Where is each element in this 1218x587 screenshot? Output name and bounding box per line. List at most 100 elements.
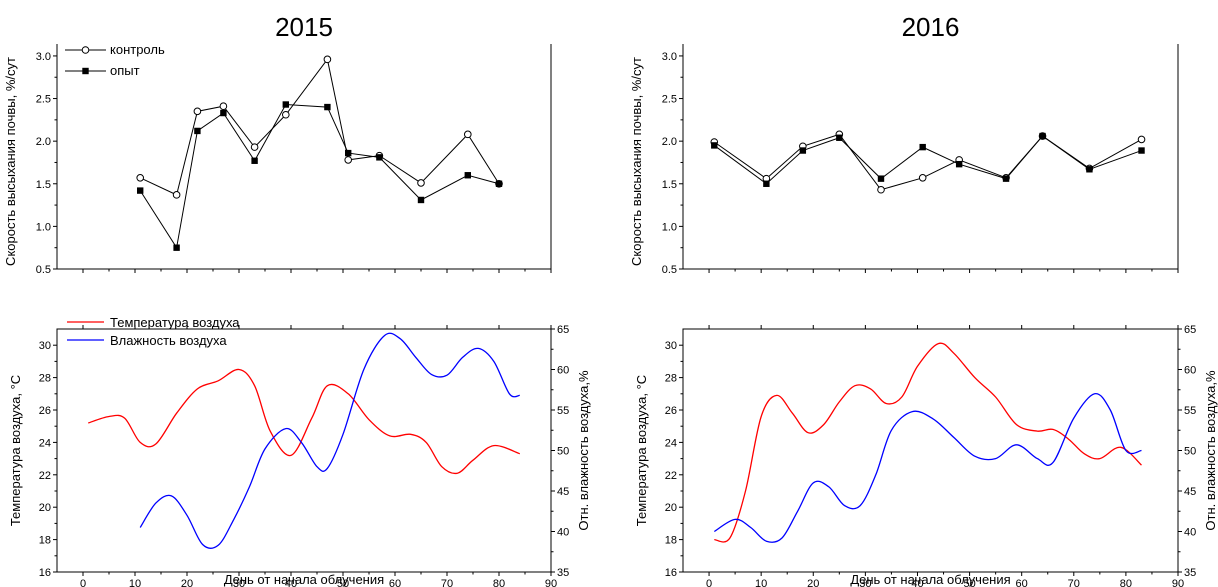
x-tick-label: 50 [337, 578, 349, 587]
legend-label-temperature: Температура воздуха [110, 315, 240, 330]
y-tick-label: 16 [665, 567, 677, 579]
y2-tick-label: 35 [557, 567, 569, 579]
series-line-control [713, 133, 1142, 191]
x-tick-label: 70 [441, 578, 453, 587]
humidity-line [713, 393, 1142, 543]
x-tick-label: 40 [285, 578, 297, 587]
x-tick-label: 0 [706, 578, 712, 587]
y2-tick-label: 50 [1184, 446, 1196, 458]
y-tick-label: 30 [39, 340, 51, 352]
y-tick-label: 1.5 [36, 179, 51, 191]
y-tick-label: 30 [665, 340, 677, 352]
y-tick-label: 24 [665, 437, 677, 449]
y2-tick-label: 55 [1184, 405, 1196, 417]
y2-tick-label: 45 [557, 486, 569, 498]
legend-marker-experiment [82, 67, 89, 75]
y2-axis-label: Отн. влажность воздуха,% [576, 370, 591, 531]
y2-tick-label: 50 [557, 446, 569, 458]
data-point-control [417, 179, 425, 187]
data-point-experiment [1086, 166, 1093, 173]
y-tick-label: 26 [665, 405, 677, 417]
data-point-experiment [220, 109, 227, 117]
y-tick-label: 3.0 [662, 51, 677, 63]
legend-label-experiment: опыт [110, 63, 140, 78]
y-tick-label: 2.0 [36, 136, 51, 148]
y-tick-label: 18 [39, 535, 51, 547]
data-point-control [136, 174, 144, 182]
y-tick-label: 28 [665, 373, 677, 385]
x-tick-label: 80 [1120, 578, 1132, 587]
y-axis-label: Температура воздуха, °C [634, 375, 649, 526]
y2-tick-label: 35 [1184, 567, 1196, 579]
y2-tick-label: 65 [1184, 324, 1196, 336]
y-tick-label: 28 [39, 373, 51, 385]
series-line-experiment [139, 103, 500, 250]
y-tick-label: 1.5 [662, 179, 677, 191]
chart-title: 2016 [902, 12, 960, 42]
data-point-experiment [919, 143, 926, 151]
data-point-experiment [345, 149, 352, 157]
data-point-experiment [464, 172, 471, 179]
data-point-control [918, 174, 927, 182]
data-point-experiment [251, 157, 258, 164]
data-point-experiment [194, 127, 201, 135]
data-point-experiment [1138, 147, 1145, 154]
x-tick-label: 30 [233, 578, 245, 587]
x-tick-label: 40 [911, 578, 923, 587]
y2-tick-label: 45 [1184, 486, 1196, 498]
y-tick-label: 0.5 [36, 264, 51, 276]
data-point-experiment [137, 187, 144, 194]
x-tick-label: 20 [181, 578, 193, 587]
x-axis-label: День от начала облучения [850, 572, 1010, 587]
x-tick-label: 0 [80, 578, 86, 587]
x-tick-label: 90 [545, 578, 557, 587]
y-tick-label: 26 [39, 405, 51, 417]
y-axis-label: Температура воздуха, °C [8, 375, 23, 526]
data-point-control [464, 130, 472, 139]
data-point-control [250, 143, 259, 151]
data-point-control [877, 185, 885, 194]
y-tick-label: 18 [665, 535, 677, 547]
y2-axis-label: Отн. влажность воздуха,% [1203, 370, 1218, 531]
x-tick-label: 80 [493, 578, 505, 587]
y-tick-label: 20 [665, 502, 677, 514]
data-point-experiment [417, 196, 425, 204]
data-point-control [282, 110, 290, 119]
y2-tick-label: 40 [557, 527, 569, 539]
temperature-line [714, 342, 1142, 543]
legend-label-control: контроль [110, 42, 165, 57]
data-point-control [1137, 135, 1146, 144]
x-tick-label: 60 [389, 578, 401, 587]
y2-tick-label: 55 [557, 405, 569, 417]
data-point-experiment [955, 160, 963, 168]
plot-frame [682, 328, 1179, 573]
y-tick-label: 20 [39, 502, 51, 514]
y2-tick-label: 60 [557, 365, 569, 377]
data-point-control [193, 107, 202, 116]
series-line-control [139, 58, 500, 196]
y-axis-label: Скорость высыхания почвы, %/сут [629, 57, 644, 266]
y-tick-label: 24 [39, 437, 51, 449]
data-point-experiment [836, 134, 843, 141]
x-tick-label: 90 [1172, 578, 1184, 587]
chart-title: 2015 [275, 12, 333, 42]
data-point-experiment [877, 175, 885, 182]
y2-tick-label: 65 [557, 324, 569, 336]
data-point-control [344, 156, 353, 164]
y-tick-label: 1.0 [36, 221, 51, 233]
y-tick-label: 22 [665, 470, 677, 482]
y-tick-label: 0.5 [662, 264, 677, 276]
data-point-experiment [1002, 175, 1010, 182]
x-tick-label: 50 [963, 578, 975, 587]
x-tick-label: 10 [755, 578, 767, 587]
data-point-experiment [1039, 132, 1046, 140]
y2-tick-label: 60 [1184, 365, 1196, 377]
data-point-experiment [324, 103, 331, 111]
legend-marker-control [81, 46, 90, 54]
x-tick-label: 70 [1068, 578, 1080, 587]
data-point-control [219, 102, 228, 111]
y-tick-label: 16 [39, 567, 51, 579]
data-point-control [323, 55, 332, 64]
x-tick-label: 30 [859, 578, 871, 587]
